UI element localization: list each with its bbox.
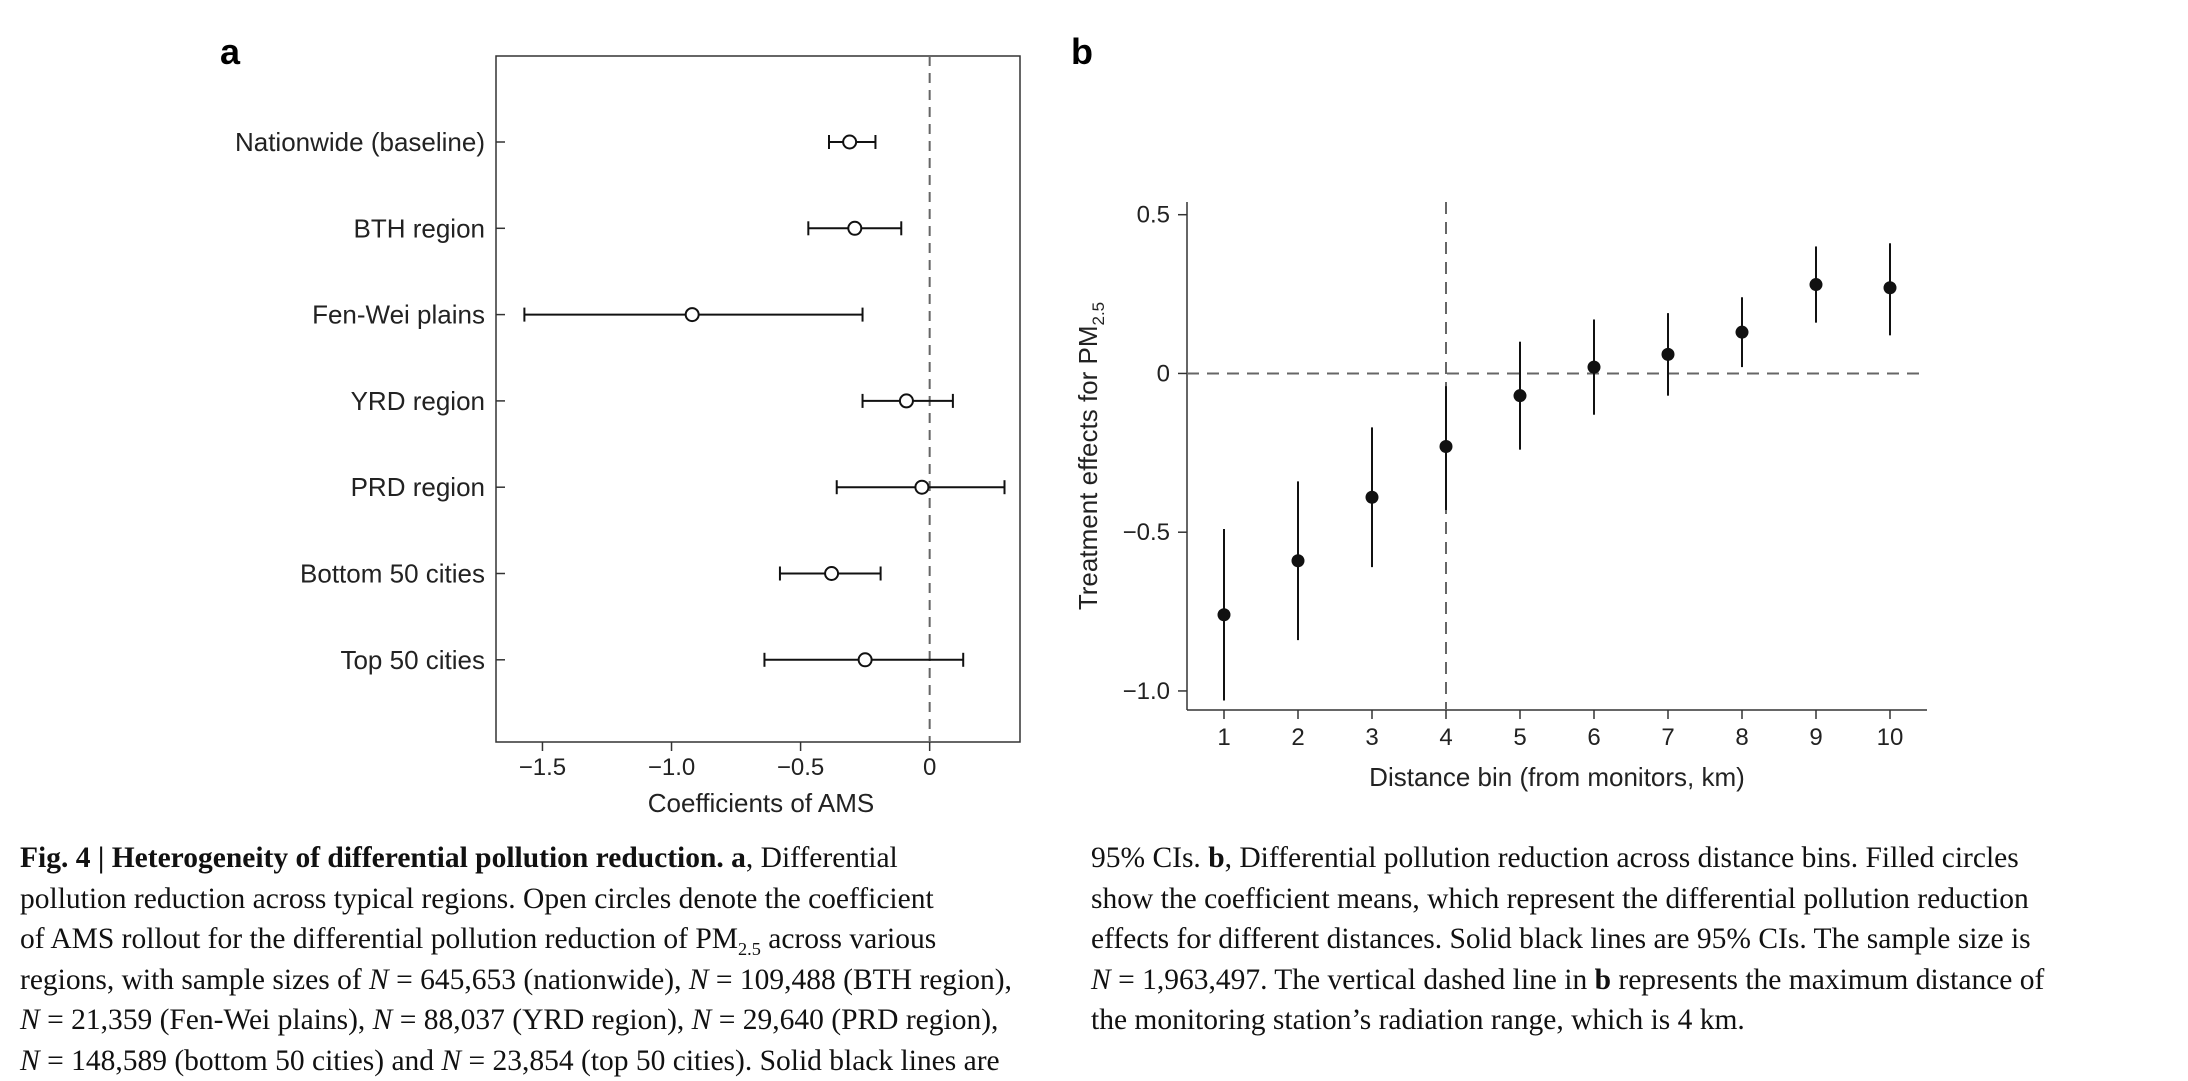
category-label: YRD region (351, 386, 485, 416)
y-axis-title-subscript: 2.5 (1089, 302, 1108, 326)
x-tick-label: −1.0 (648, 754, 695, 781)
x-tick-label: 6 (1587, 724, 1600, 751)
coefficient-point (914, 479, 930, 495)
coefficient-point (1661, 347, 1675, 361)
caption-text: show the coefficient means, which repres… (1091, 882, 2029, 915)
caption-n-symbol: N (1091, 963, 1111, 996)
caption-figure-title: Heterogeneity of differential pollution … (111, 842, 724, 874)
caption-panel-b-ref: b (1208, 842, 1225, 874)
x-tick-label: 8 (1735, 724, 1748, 751)
caption-text: = 29,640 (PRD region), (711, 1004, 999, 1036)
caption-n-symbol: N (20, 1004, 40, 1036)
caption-right: 95% CIs. b, Differential pollution reduc… (1091, 838, 2151, 1041)
caption-text: regions, with sample sizes of (20, 963, 370, 996)
y-axis-title-main: Treatment effects for PM (1073, 325, 1103, 610)
caption-text: = 1,963,497. The vertical dashed line in (1110, 963, 1595, 996)
caption-text: represents the maximum distance of (1611, 963, 2045, 996)
coefficient-point (1291, 554, 1305, 568)
x-tick-label: 9 (1809, 724, 1822, 751)
caption-n-symbol: N (441, 1044, 462, 1077)
x-tick-label: 1 (1217, 724, 1230, 751)
panel-b-label: b (1071, 31, 1093, 72)
caption-n-symbol: N (369, 963, 389, 996)
caption-n-symbol: N (372, 1004, 393, 1036)
panel-b-distance-plot: 0.5 0 −0.5 −1.0 1 2 3 4 5 6 7 8 9 10 Distance bin (fro… (1073, 202, 1927, 792)
caption-separator: | (90, 842, 112, 874)
caption-text: = 23,854 (top 50 cities). Solid black li… (461, 1044, 1000, 1077)
coefficient-point (1587, 360, 1601, 374)
x-tick-label: 7 (1661, 724, 1674, 751)
coefficient-point (1809, 278, 1823, 292)
caption-n-symbol: N (691, 1004, 712, 1036)
caption-figure-label: Fig. 4 (20, 842, 91, 874)
x-tick-label: 10 (1877, 724, 1904, 751)
y-tick-label: 0.5 (1137, 202, 1170, 229)
coefficient-point (1217, 608, 1231, 622)
caption-text: , Differential (745, 842, 898, 874)
coefficient-point (898, 393, 914, 409)
coefficient-point (1513, 389, 1527, 403)
panel-a-forest-plot: −1.5 −1.0 −0.5 0 Coefficients of AMS Nationwi… (235, 55, 1021, 818)
coefficient-point (847, 220, 863, 236)
caption-left: Fig. 4 | Heterogeneity of differential p… (20, 838, 1060, 1081)
y-axis-title: Treatment effects for PM2.5 (1073, 302, 1108, 610)
caption-text: = 148,589 (bottom 50 cities) and (39, 1044, 442, 1077)
x-tick-label: 3 (1365, 724, 1378, 751)
caption-panel-a-ref: a (731, 842, 746, 874)
caption-text: = 88,037 (YRD region), (392, 1004, 692, 1036)
caption-n-symbol: N (20, 1044, 40, 1077)
x-axis-title: Distance bin (from monitors, km) (1369, 762, 1745, 792)
figure-canvas: a b −1.5 −1.0 −0.5 0 Coefficients of AMS Nati… (220, 31, 1927, 818)
caption-text: effects for different distances. Solid b… (1091, 923, 2031, 955)
coefficient-point (842, 134, 858, 150)
caption-text: of AMS rollout for the differential poll… (20, 923, 739, 955)
plot-frame (495, 55, 1021, 743)
coefficient-point (1883, 281, 1897, 295)
x-tick-label: 5 (1513, 724, 1526, 751)
caption-text: = 109,488 (BTH region), (708, 963, 1012, 996)
x-axis-title: Coefficients of AMS (648, 788, 874, 818)
coefficient-point (1735, 325, 1749, 339)
coefficient-point (824, 566, 840, 581)
y-tick-label: 0 (1157, 360, 1170, 387)
caption-subscript: 2.5 (738, 938, 761, 959)
caption-n-symbol: N (688, 963, 709, 996)
x-tick-label: −1.5 (519, 754, 566, 781)
category-label: Nationwide (baseline) (235, 127, 485, 157)
coefficient-point (857, 652, 873, 668)
category-label: Fen-Wei plains (312, 300, 485, 330)
category-label: PRD region (351, 472, 485, 502)
coefficient-point (1365, 490, 1379, 504)
caption-text: 95% CIs. (1091, 842, 1209, 874)
caption-text: = 645,653 (nationwide), (388, 963, 689, 996)
caption-text: pollution reduction across typical regio… (20, 882, 934, 915)
caption-text: the monitoring station’s radiation range… (1091, 1004, 1745, 1036)
x-tick-label: 0 (923, 754, 936, 781)
coefficient-point (1439, 439, 1453, 453)
category-label: Bottom 50 cities (300, 559, 485, 589)
caption-text: = 21,359 (Fen-Wei plains), (39, 1004, 373, 1036)
x-tick-label: 4 (1439, 724, 1452, 751)
coefficient-point (684, 307, 700, 323)
category-label: BTH region (354, 213, 486, 243)
y-tick-label: −0.5 (1123, 519, 1170, 546)
caption-text: , Differential pollution reduction acros… (1224, 842, 2019, 874)
y-tick-label: −1.0 (1123, 678, 1170, 705)
caption-text: across various (760, 923, 937, 955)
panel-a-label: a (220, 31, 241, 72)
category-label: Top 50 cities (340, 645, 485, 675)
x-tick-label: −0.5 (777, 754, 824, 781)
x-tick-label: 2 (1291, 724, 1304, 751)
caption-panel-b-ref: b (1594, 963, 1611, 996)
